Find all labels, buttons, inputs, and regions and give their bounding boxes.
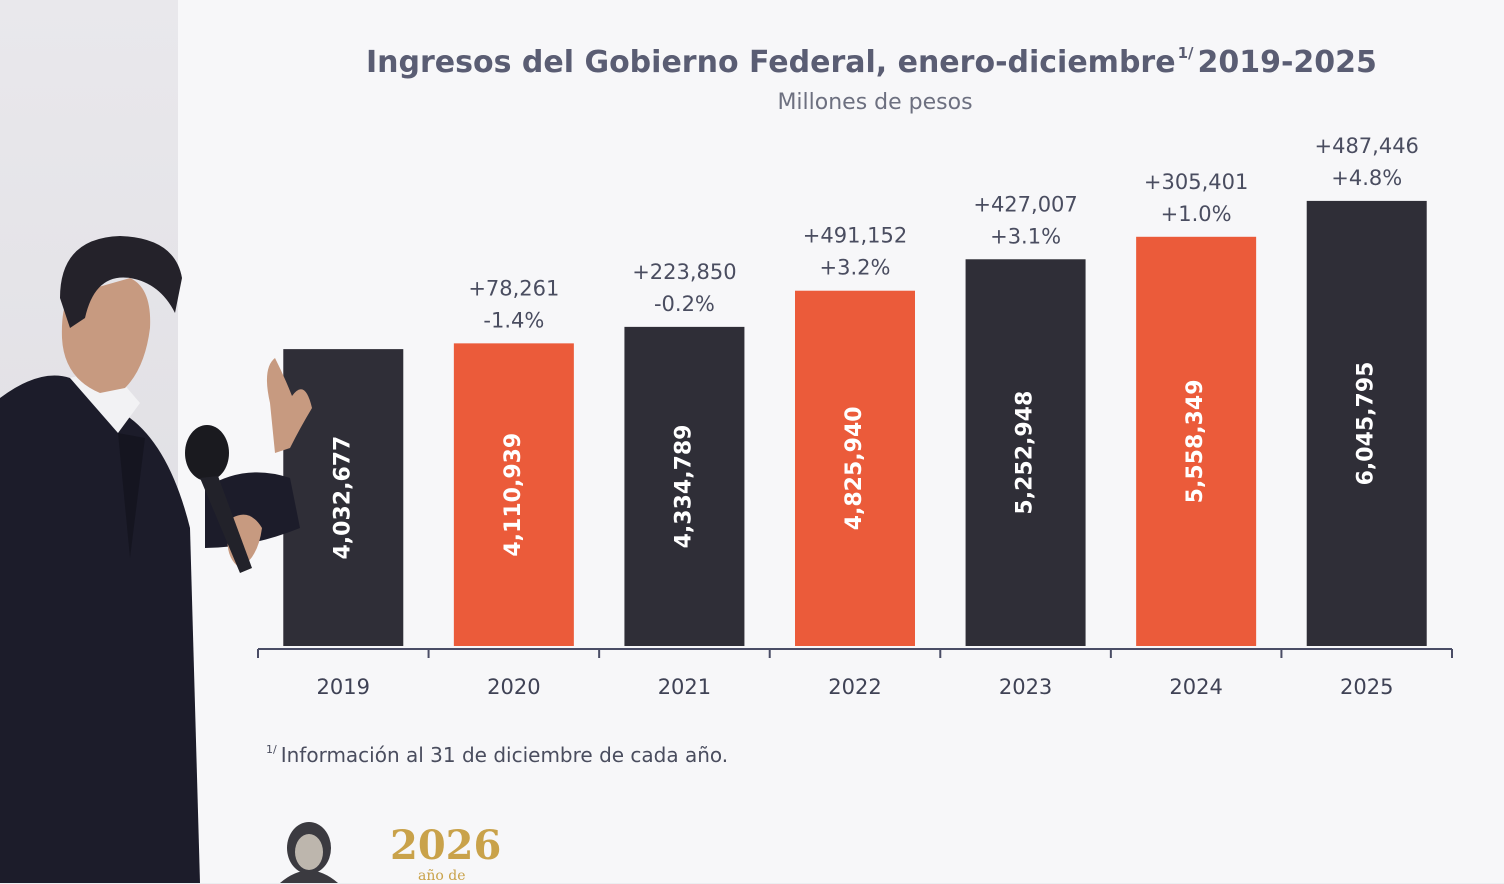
bar-value-label: 4,334,789 [671, 424, 696, 548]
percent-change-label: +3.2% [820, 256, 891, 280]
change-label: +78,261 [468, 276, 559, 300]
footnote: 1/Información al 31 de diciembre de cada… [266, 743, 728, 767]
bar [795, 290, 915, 646]
chart-subtitle: Millones de pesos [777, 90, 973, 115]
x-tick-label: 2022 [828, 675, 881, 699]
bar [1136, 236, 1257, 646]
bar [1306, 200, 1427, 646]
percent-change-label: -0.2% [654, 292, 715, 316]
x-tick-label: 2025 [1340, 675, 1393, 699]
title-footnote-mark: 1/ [1177, 44, 1194, 62]
footnote-mark: 1/ [266, 743, 277, 756]
bar-value-label: 5,252,948 [1013, 391, 1038, 515]
bar-value-label: 6,045,795 [1354, 362, 1379, 486]
x-tick-label: 2019 [317, 675, 370, 699]
x-tick-label: 2021 [658, 675, 711, 699]
bar-value-label: 5,558,349 [1183, 379, 1208, 503]
percent-change-label: +3.1% [990, 224, 1061, 248]
title-years: 2019-2025 [1197, 45, 1377, 80]
bar [965, 259, 1086, 646]
bar-value-label: 4,032,677 [330, 436, 355, 560]
change-label: +427,007 [973, 192, 1077, 216]
change-label: +487,446 [1314, 134, 1418, 158]
presenter-figure [0, 236, 312, 883]
change-label: +305,401 [1144, 170, 1248, 194]
percent-change-label: +4.8% [1331, 166, 1402, 190]
x-tick-label: 2023 [999, 675, 1052, 699]
bar [624, 326, 745, 646]
percent-change-label: -1.4% [483, 308, 544, 332]
chart-title: Ingresos del Gobierno Federal, enero-dic… [366, 44, 1377, 80]
portrait-logo [280, 822, 338, 883]
logo-year: 2026 [390, 822, 502, 869]
change-label: +223,850 [632, 260, 736, 284]
bar [453, 343, 574, 646]
footnote-text: Información al 31 de diciembre de cada a… [280, 743, 729, 767]
bar-value-label: 4,110,939 [501, 433, 526, 557]
percent-change-label: +1.0% [1161, 202, 1232, 226]
change-label: +491,152 [803, 224, 907, 248]
logo-subtitle: año de [418, 868, 466, 884]
x-tick-label: 2024 [1169, 675, 1222, 699]
bar-value-label: 4,825,940 [842, 406, 867, 530]
x-tick-label: 2020 [487, 675, 540, 699]
